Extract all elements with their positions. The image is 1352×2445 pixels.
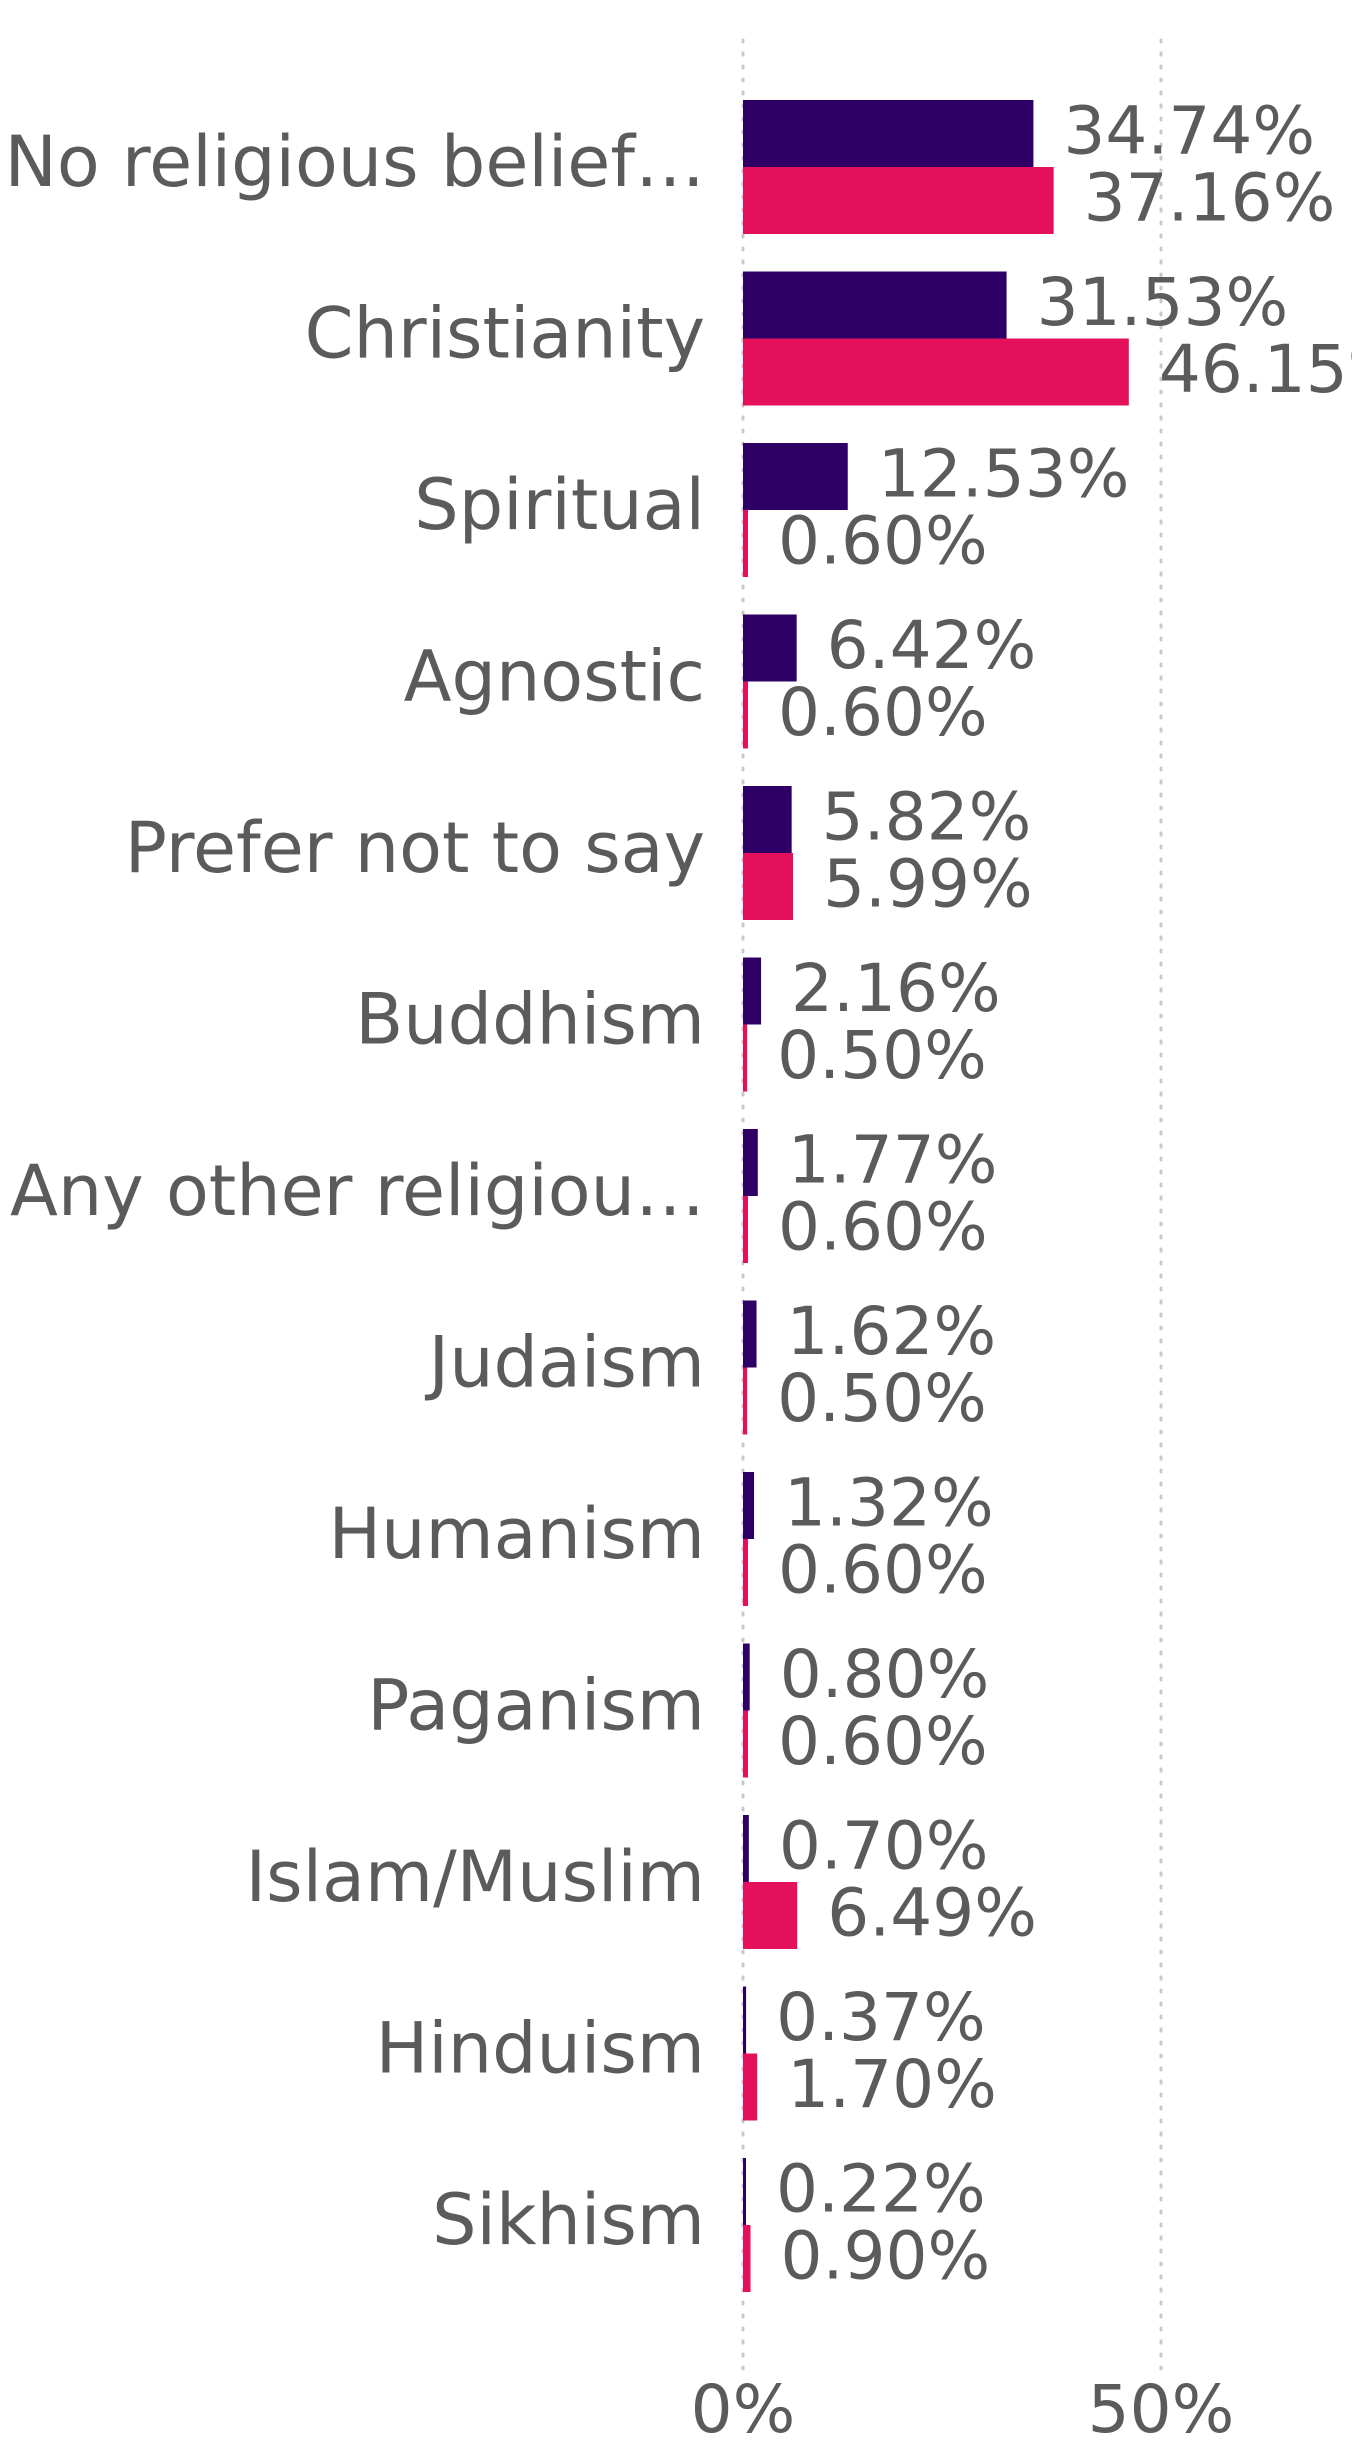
category-label: Humanism xyxy=(328,1493,705,1575)
bar-series-2 xyxy=(743,338,1129,406)
bar-series-1 xyxy=(743,1472,755,1539)
bar-series-2 xyxy=(743,1196,749,1263)
value-label-series-1: 0.70% xyxy=(779,1808,989,1885)
bar-series-1 xyxy=(743,786,792,853)
grid-layer xyxy=(741,38,1163,2374)
bar-series-1 xyxy=(743,614,797,682)
value-label-series-1: 0.80% xyxy=(780,1636,990,1713)
value-label-series-1: 0.22% xyxy=(776,2151,986,2228)
value-label-series-1: 6.42% xyxy=(827,607,1037,684)
category-labels: No religious belief… Christianity Spiritua… xyxy=(4,121,705,2261)
value-label-series-2: 6.49% xyxy=(827,1875,1037,1952)
bar-series-1 xyxy=(743,1300,757,1368)
value-label-series-2: 0.60% xyxy=(778,674,988,751)
bars xyxy=(743,100,1129,2292)
bar-series-2 xyxy=(743,853,794,920)
bar-series-1 xyxy=(743,100,1034,167)
x-tick-label: 0% xyxy=(691,2371,796,2441)
value-label-series-1: 12.53% xyxy=(878,436,1130,513)
category-label: Christianity xyxy=(305,293,705,375)
value-labels: 34.74%37.16%31.53%46.15%12.53%0.60%6.42%… xyxy=(776,93,1352,2295)
category-label: Judaism xyxy=(425,1322,705,1404)
value-label-series-1: 1.32% xyxy=(784,1465,994,1542)
value-label-series-2: 0.60% xyxy=(778,1532,988,1609)
category-label: Spiritual xyxy=(414,464,705,546)
category-label: Prefer not to say xyxy=(125,807,705,889)
bar-series-2 xyxy=(743,167,1054,234)
value-label-series-1: 31.53% xyxy=(1037,264,1289,341)
value-label-series-2: 0.50% xyxy=(777,1017,987,1094)
bar-series-2 xyxy=(743,510,749,577)
value-label-series-2: 0.60% xyxy=(778,1189,988,1266)
bar-series-2 xyxy=(743,681,749,749)
value-label-series-2: 46.15% xyxy=(1159,331,1352,408)
bar-series-1 xyxy=(743,443,848,510)
value-label-series-2: 0.50% xyxy=(777,1360,987,1437)
x-axis-ticks: 0% 50% xyxy=(691,2371,1235,2445)
value-label-series-1: 2.16% xyxy=(791,950,1001,1027)
bar-series-1 xyxy=(743,1986,747,2054)
bar-series-2 xyxy=(743,1710,749,1778)
value-label-series-2: 0.60% xyxy=(778,1703,988,1780)
x-tick-label: 50% xyxy=(1088,2371,1235,2441)
bar-series-2 xyxy=(743,1024,748,1092)
bar-series-2 xyxy=(743,1539,749,1606)
bar-series-1 xyxy=(743,957,762,1025)
bar-series-2 xyxy=(743,2225,751,2292)
bar-series-1 xyxy=(743,1129,758,1196)
category-label: Paganism xyxy=(367,1665,705,1747)
value-label-series-1: 1.77% xyxy=(788,1122,998,1199)
bar-series-2 xyxy=(743,1367,748,1435)
value-label-series-1: 5.82% xyxy=(822,779,1032,856)
value-label-series-1: 1.62% xyxy=(787,1293,997,1370)
value-label-series-2: 5.99% xyxy=(823,846,1033,923)
category-label: Sikhism xyxy=(432,2179,705,2261)
bar-series-1 xyxy=(743,1815,749,1882)
bar-series-1 xyxy=(743,271,1007,339)
bar-series-1 xyxy=(743,1643,750,1711)
category-label: Islam/Muslim xyxy=(245,1836,705,1918)
category-label: Buddhism xyxy=(355,979,705,1061)
value-label-series-1: 34.74% xyxy=(1063,93,1315,170)
category-label: Agnostic xyxy=(404,636,705,718)
value-label-series-1: 0.37% xyxy=(776,1979,986,2056)
category-label: No religious belief… xyxy=(4,121,705,203)
value-label-series-2: 1.70% xyxy=(787,2046,997,2123)
bar-series-2 xyxy=(743,1882,798,1949)
bar-series-1 xyxy=(743,2158,746,2225)
category-label: Any other religiou… xyxy=(10,1150,705,1232)
value-label-series-2: 37.16% xyxy=(1084,160,1336,237)
value-label-series-2: 0.90% xyxy=(781,2218,991,2295)
value-label-series-2: 0.60% xyxy=(778,503,988,580)
bar-series-2 xyxy=(743,2053,758,2121)
category-label: Hinduism xyxy=(376,2008,705,2090)
